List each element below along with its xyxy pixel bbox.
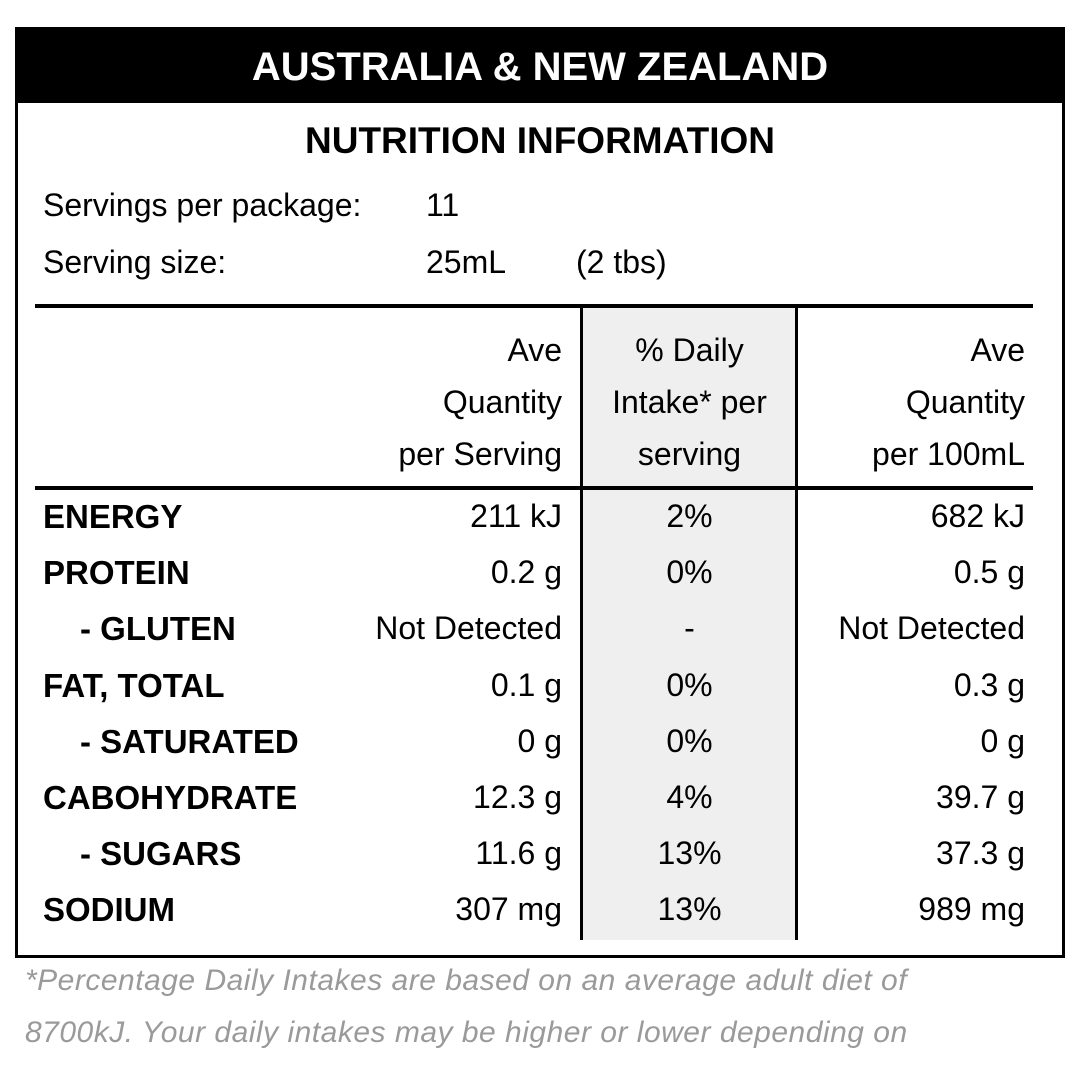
footnote-line: 8700kJ. Your daily intakes may be higher… — [25, 1016, 908, 1049]
nutrient-value: 11.6 g — [475, 835, 562, 872]
footnote-line: *Percentage Daily Intakes are based on a… — [25, 964, 908, 997]
nutrient-value: Not Detected — [375, 610, 562, 647]
nutrient-value: 307 mg — [455, 891, 562, 928]
label-box — [15, 27, 1065, 958]
nutrient-value: 211 kJ — [470, 498, 562, 534]
nutrient-value: 0.1 g — [490, 666, 562, 703]
nutrient-value: 2% — [666, 498, 713, 534]
column-divider — [795, 307, 798, 940]
nutrient-name: ENERGY — [43, 498, 183, 535]
panel-title: NUTRITION INFORMATION — [305, 120, 775, 161]
nutrient-value: 0.5 g — [953, 554, 1025, 591]
nutrient-name: CABOHYDRATE — [43, 779, 298, 816]
serving-size-note: (2 tbs) — [576, 244, 667, 280]
nutrient-value: 0% — [666, 722, 713, 759]
serving-size-value: 25mL — [426, 244, 507, 280]
column-header: Intake* per — [612, 384, 767, 420]
nutrient-name: - GLUTEN — [80, 610, 236, 648]
nutrient-value: 0 g — [517, 722, 562, 759]
servings-label: Servings per package: — [43, 187, 362, 223]
nutrient-value: 13% — [657, 891, 722, 928]
column-header: Quantity — [442, 384, 562, 420]
column-divider — [580, 307, 583, 940]
rule — [35, 304, 1033, 308]
nutrient-value: 0.3 g — [953, 666, 1025, 703]
nutrient-value: 0.2 g — [490, 554, 562, 591]
nutrient-name: FAT, TOTAL — [43, 666, 225, 704]
column-header: Ave — [507, 332, 562, 368]
daily-intake-column — [582, 307, 797, 940]
nutrient-value: 12.3 g — [473, 779, 562, 815]
nutrient-name: PROTEIN — [43, 554, 190, 592]
servings-value: 11 — [426, 187, 460, 223]
rule — [35, 486, 1033, 490]
nutrient-value: - — [684, 610, 695, 647]
nutrient-value: 0% — [666, 666, 713, 703]
column-header: Ave — [970, 332, 1025, 368]
column-header: serving — [637, 436, 742, 472]
nutrient-name: - SUGARS — [80, 835, 242, 873]
serving-size-label: Serving size: — [43, 244, 227, 280]
nutrient-value: 39.7 g — [936, 779, 1025, 815]
nutrient-value: 4% — [666, 779, 713, 815]
header-bar — [15, 27, 1065, 103]
nutrient-value: 0% — [666, 554, 713, 591]
column-header: per Serving — [398, 436, 562, 472]
nutrient-name: - SATURATED — [80, 722, 299, 760]
nutrient-value: 0 g — [980, 722, 1025, 759]
column-header: Quantity — [905, 384, 1025, 420]
column-header: per 100mL — [872, 436, 1025, 472]
nutrient-value: 13% — [657, 835, 722, 872]
nutrient-value: 37.3 g — [936, 835, 1025, 872]
column-header: % Daily — [635, 332, 744, 368]
nutrient-value: Not Detected — [838, 610, 1025, 647]
nutrient-value: 682 kJ — [930, 498, 1025, 534]
header-title: AUSTRALIA & NEW ZEALAND — [251, 45, 829, 89]
nutrient-value: 989 mg — [918, 891, 1025, 928]
nutrient-name: SODIUM — [43, 891, 175, 929]
